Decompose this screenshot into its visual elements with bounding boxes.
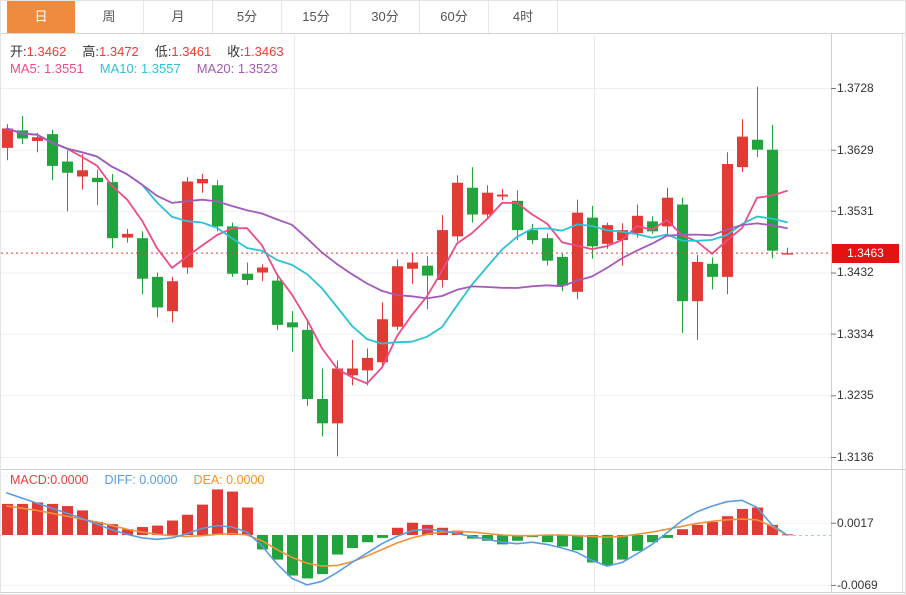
- candle-49: [737, 119, 748, 173]
- close-value: 1.3463: [243, 44, 284, 59]
- dea-label: DEA:: [193, 473, 223, 487]
- candle-6: [92, 169, 103, 206]
- low-label: 低:: [154, 44, 172, 59]
- candle-12: [182, 177, 193, 274]
- candle-47: [707, 257, 718, 290]
- low-value: 1.3461: [171, 44, 212, 59]
- candle-24: [362, 348, 373, 386]
- dea-value: 0.0000: [226, 473, 265, 487]
- candle-30: [452, 175, 463, 242]
- candle-22: [332, 360, 343, 457]
- candle-45: [677, 197, 688, 333]
- candle-51: [767, 124, 778, 259]
- candle-44: [662, 187, 673, 236]
- current-price-badge: 1.3463: [832, 244, 899, 264]
- ma5-label: MA5:: [10, 61, 41, 76]
- candle-32: [482, 185, 493, 219]
- candle-5: [77, 154, 88, 190]
- candle-20: [302, 319, 313, 406]
- candle-42: [632, 204, 643, 238]
- candle-1: [17, 116, 28, 145]
- price-tick-1: 1.3629: [837, 142, 874, 157]
- open-label: 开:: [10, 44, 27, 59]
- tab-4时[interactable]: 4时: [489, 1, 558, 33]
- candle-48: [722, 152, 733, 295]
- price-tick-5: 1.3235: [837, 388, 874, 403]
- candle-38: [572, 199, 583, 300]
- tab-日[interactable]: 日: [7, 1, 75, 33]
- candle-17: [257, 264, 268, 282]
- price-tick-6: 1.3136: [837, 449, 874, 464]
- candle-28: [422, 256, 433, 310]
- candle-41: [617, 223, 628, 266]
- candle-14: [212, 180, 223, 232]
- candle-2: [32, 132, 43, 153]
- close-label: 收:: [227, 44, 244, 59]
- price-tick-0: 1.3728: [837, 81, 874, 95]
- ma10-value: 1.3557: [140, 61, 181, 76]
- tab-5分[interactable]: 5分: [213, 1, 282, 33]
- ohlc-header: 开:1.3462 高:1.3472 低:1.3461 收:1.3463: [10, 41, 300, 60]
- macd-tick-0: 0.0017: [837, 515, 874, 530]
- candle-10: [152, 272, 163, 318]
- price-tick-3: 1.3432: [837, 265, 874, 280]
- macd-label: MACD:: [10, 473, 51, 487]
- diff-label: DIFF:: [104, 473, 136, 487]
- candle-15: [227, 222, 238, 277]
- candle-50: [752, 86, 763, 158]
- price-tick-2: 1.3531: [837, 203, 874, 218]
- candle-39: [587, 205, 598, 259]
- candle-11: [167, 276, 178, 323]
- tab-周[interactable]: 周: [75, 1, 144, 33]
- candle-29: [437, 215, 448, 288]
- candle-27: [407, 253, 418, 284]
- candle-4: [62, 150, 73, 212]
- ma5-value: 1.3551: [43, 61, 84, 76]
- candle-8: [122, 228, 133, 243]
- candle-31: [467, 167, 478, 223]
- ma-header: MA5: 1.3551 MA10: 1.3557 MA20: 1.3523: [10, 61, 278, 76]
- candle-37: [557, 253, 568, 292]
- high-label: 高:: [82, 44, 100, 59]
- candle-21: [317, 368, 328, 437]
- candle-46: [692, 255, 703, 340]
- candle-3: [47, 129, 58, 181]
- candle-19: [287, 311, 298, 352]
- price-tick-4: 1.3334: [837, 326, 874, 341]
- candle-36: [542, 233, 553, 266]
- candle-25: [377, 302, 388, 368]
- high-value: 1.3472: [99, 44, 139, 59]
- candle-13: [197, 174, 208, 193]
- candle-40: [602, 222, 613, 249]
- macd-tick-1: -0.0069: [837, 577, 878, 592]
- macd-header: MACD:0.0000 DIFF: 0.0000 DEA: 0.0000: [10, 473, 264, 487]
- candle-33: [497, 188, 508, 201]
- ma10-label: MA10:: [99, 61, 138, 76]
- candle-43: [647, 216, 658, 234]
- candle-34: [512, 190, 523, 241]
- candle-0: [2, 124, 13, 161]
- diff-value: 0.0000: [139, 473, 178, 487]
- timeframe-tabbar: 日周月 5分 15分 30分 60分 4时: [1, 1, 905, 34]
- tab-30分[interactable]: 30分: [351, 1, 420, 33]
- tab-15分[interactable]: 15分: [282, 1, 351, 33]
- ma20-label: MA20:: [196, 61, 235, 76]
- macd-value: 0.0000: [50, 473, 89, 487]
- candle-35: [527, 223, 538, 244]
- open-value: 1.3462: [26, 44, 67, 59]
- candle-9: [137, 231, 148, 295]
- tab-月[interactable]: 月: [144, 1, 213, 33]
- tab-60分[interactable]: 60分: [420, 1, 489, 33]
- candle-16: [242, 262, 253, 285]
- ma20-value: 1.3523: [237, 61, 278, 76]
- candle-18: [272, 273, 283, 330]
